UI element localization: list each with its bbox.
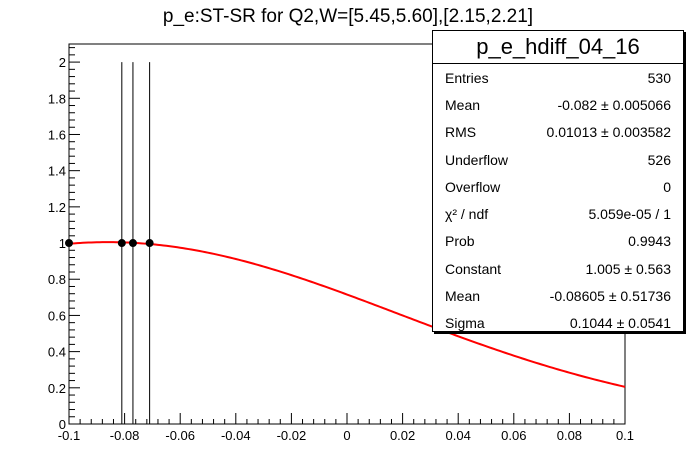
y-tick-label: 1.4	[48, 164, 66, 179]
y-tick-label: 1.2	[48, 200, 66, 215]
data-points	[65, 62, 154, 424]
x-tick-label: -0.02	[277, 428, 307, 443]
chart-title: p_e:ST-SR for Q2,W=[5.45,5.60],[2.15,2.2…	[162, 6, 534, 27]
stats-label: Prob	[445, 233, 475, 250]
y-tick-label: 1.6	[48, 127, 66, 142]
data-point	[65, 239, 73, 248]
stats-value: -0.082 ± 0.005066	[557, 96, 671, 113]
stats-label: Constant	[445, 260, 502, 277]
stats-label: Underflow	[445, 151, 509, 168]
x-tick-label: -0.08	[110, 428, 140, 443]
y-axis: 0 0.2 0.4 0.6 0.8 1 1.2 1.4 1.6 1.8 2	[48, 47, 80, 432]
data-point	[128, 239, 137, 248]
y-tick-label: 0.4	[48, 345, 66, 360]
x-tick-label: 0.04	[446, 428, 471, 443]
y-tick-label: 2	[59, 55, 66, 70]
y-tick-label: 1	[59, 236, 66, 251]
stats-row-chi2: χ² / ndf 5.059e-05 / 1	[433, 200, 683, 227]
x-tick-label: 0.08	[557, 428, 582, 443]
stats-value: 0.1044 ± 0.0541	[569, 315, 671, 332]
stats-label: Entries	[445, 69, 489, 86]
y-tick-label: 1.8	[48, 91, 66, 106]
stats-label: χ² / ndf	[445, 206, 489, 223]
x-tick-label: 0.1	[616, 428, 634, 443]
y-tick-label: 0.2	[48, 381, 66, 396]
stats-row-overflow: Overflow 0	[433, 173, 683, 200]
stats-label: RMS	[445, 124, 477, 141]
y-tick-label: 0.8	[48, 272, 66, 287]
stats-value: 0	[663, 178, 671, 195]
data-point	[117, 239, 126, 248]
stats-value: 5.059e-05 / 1	[588, 206, 671, 223]
y-tick-label: 0	[59, 417, 66, 432]
x-tick-label: 0	[343, 428, 350, 443]
stats-row-rms: RMS 0.01013 ± 0.003582	[433, 119, 683, 146]
x-axis: -0.1 -0.08 -0.06 -0.04 -0.02 0 0.02 0.04 0.06 0.0…	[58, 413, 634, 443]
stats-row-underflow: Underflow 526	[433, 146, 683, 173]
fit-curve	[68, 241, 626, 388]
stats-value: 0.01013 ± 0.003582	[546, 124, 671, 141]
stats-row-sigma: Sigma 0.1044 ± 0.0541	[433, 310, 683, 337]
stats-rows: Entries 530 Mean -0.082 ± 0.005066 RMS 0.01…	[433, 64, 683, 337]
stats-value: 530	[647, 69, 671, 86]
stats-row-fit-mean: Mean -0.08605 ± 0.51736	[433, 282, 683, 309]
stats-value: -0.08605 ± 0.51736	[549, 288, 671, 305]
data-point	[145, 239, 154, 248]
stats-label: Mean	[445, 288, 481, 305]
stats-value: 526	[647, 151, 671, 168]
y-tick-label: 0.6	[48, 308, 66, 323]
stats-row-entries: Entries 530	[433, 64, 683, 91]
x-tick-label: -0.1	[58, 428, 80, 443]
stats-row-mean: Mean -0.082 ± 0.005066	[433, 91, 683, 118]
stats-box: p_e_hdiff_04_16 Entries 530 Mean -0.082 ± …	[432, 30, 684, 332]
stats-label: Mean	[445, 96, 481, 113]
x-tick-label: -0.04	[221, 428, 251, 443]
stats-label: Sigma	[445, 315, 485, 332]
x-tick-label: 0.02	[390, 428, 415, 443]
stats-value: 0.9943	[628, 233, 671, 250]
x-tick-label: 0.06	[501, 428, 526, 443]
stats-label: Overflow	[445, 178, 501, 195]
stats-row-constant: Constant 1.005 ± 0.563	[433, 255, 683, 282]
stats-value: 1.005 ± 0.563	[585, 260, 671, 277]
stats-histogram-name: p_e_hdiff_04_16	[433, 31, 683, 64]
stats-row-prob: Prob 0.9943	[433, 228, 683, 255]
x-tick-label: -0.06	[165, 428, 195, 443]
